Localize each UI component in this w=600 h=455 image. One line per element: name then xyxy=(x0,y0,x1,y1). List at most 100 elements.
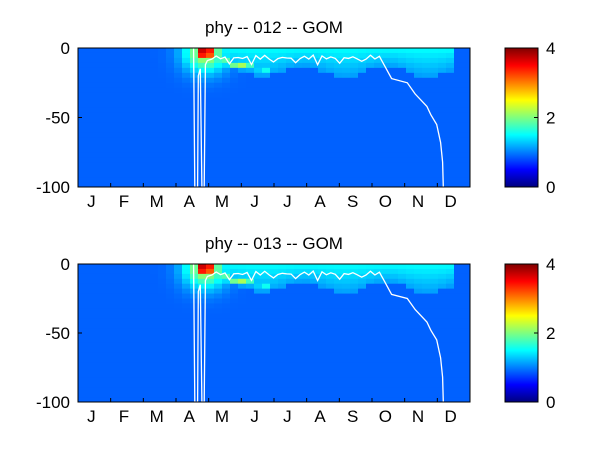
heatmap-cell xyxy=(262,122,271,129)
heatmap-cell xyxy=(310,288,319,295)
heatmap-cell xyxy=(86,152,95,158)
heatmap-cell xyxy=(230,102,239,109)
heatmap-cell xyxy=(166,92,175,99)
heatmap-cell xyxy=(454,367,463,374)
heatmap-cell xyxy=(446,323,455,329)
heatmap-cell xyxy=(262,52,271,59)
heatmap-cell xyxy=(382,167,391,173)
heatmap-cell xyxy=(414,293,423,300)
heatmap-cell xyxy=(438,127,447,133)
heatmap-cell xyxy=(302,82,311,89)
heatmap-cell xyxy=(78,177,87,183)
heatmap-cell xyxy=(382,137,391,143)
heatmap-cell xyxy=(310,308,319,314)
heatmap-cell xyxy=(358,87,367,94)
heatmap-cell xyxy=(366,313,375,319)
heatmap-cell xyxy=(214,157,223,163)
heatmap-cell xyxy=(206,157,215,163)
heatmap-cell xyxy=(406,273,415,280)
heatmap-cell xyxy=(278,177,287,183)
heatmap-cell xyxy=(286,308,295,314)
heatmap-cell xyxy=(214,147,223,153)
heatmap-cell xyxy=(366,67,375,74)
heatmap-cell xyxy=(278,333,287,339)
heatmap-cell xyxy=(182,157,191,163)
heatmap-cell xyxy=(134,87,143,94)
heatmap-cell xyxy=(310,283,319,290)
heatmap-cell xyxy=(454,288,463,295)
heatmap-cell xyxy=(78,122,87,129)
heatmap-cell xyxy=(150,127,159,133)
heatmap-cell xyxy=(110,264,119,270)
heatmap-cell xyxy=(342,328,351,334)
heatmap-cell xyxy=(206,62,215,69)
heatmap-cell xyxy=(366,264,375,270)
heatmap-cell xyxy=(406,182,415,187)
heatmap-cell xyxy=(446,337,455,344)
heatmap-cell xyxy=(142,293,151,300)
heatmap-cell xyxy=(318,152,327,158)
heatmap-cell xyxy=(102,323,111,329)
heatmap-cell xyxy=(102,352,111,359)
heatmap-cell xyxy=(174,87,183,94)
heatmap-cell xyxy=(374,82,383,89)
heatmap-cell xyxy=(270,72,279,79)
heatmap-cell xyxy=(358,278,367,285)
heatmap-cell xyxy=(422,337,431,344)
heatmap-cell xyxy=(102,273,111,280)
heatmap-cell xyxy=(382,328,391,334)
heatmap-cell xyxy=(198,313,207,319)
heatmap-cell xyxy=(398,382,407,388)
heatmap-cell xyxy=(302,264,311,270)
heatmap-cell xyxy=(294,308,303,314)
heatmap-cell xyxy=(358,48,367,54)
heatmap-cell xyxy=(302,362,311,369)
heatmap-cell xyxy=(318,67,327,74)
heatmap-cell xyxy=(102,62,111,69)
heatmap-cell xyxy=(198,347,207,354)
heatmap-cell xyxy=(358,397,367,402)
heatmap-cell xyxy=(118,387,127,393)
heatmap-cell xyxy=(238,147,247,153)
heatmap-cell xyxy=(318,157,327,163)
heatmap-cell xyxy=(318,382,327,388)
heatmap-cell xyxy=(462,357,470,364)
heatmap-cell xyxy=(390,352,399,359)
heatmap-cell xyxy=(126,323,135,329)
heatmap-cell xyxy=(302,318,311,324)
x-tick-label: M xyxy=(150,192,164,211)
heatmap-cell xyxy=(174,162,183,168)
heatmap-cell xyxy=(398,87,407,94)
heatmap-cell xyxy=(198,303,207,309)
heatmap-cell xyxy=(158,278,167,285)
heatmap-cell xyxy=(302,352,311,359)
heatmap-cell xyxy=(214,137,223,143)
heatmap-cell xyxy=(430,377,439,383)
heatmap-cell xyxy=(134,52,143,59)
heatmap-cell xyxy=(350,308,359,314)
heatmap-cell xyxy=(126,67,135,74)
heatmap-cell xyxy=(398,337,407,344)
heatmap-cell xyxy=(278,132,287,138)
heatmap-cell xyxy=(438,172,447,178)
heatmap-cell xyxy=(94,52,103,59)
heatmap-cell xyxy=(406,377,415,383)
heatmap-cell xyxy=(294,72,303,79)
heatmap-cell xyxy=(390,137,399,143)
heatmap-cell xyxy=(334,62,343,69)
heatmap-cell xyxy=(358,357,367,364)
heatmap-cell xyxy=(174,157,183,163)
heatmap-cell xyxy=(406,62,415,69)
heatmap-cell xyxy=(214,264,223,270)
heatmap-cell xyxy=(374,92,383,99)
heatmap-cell xyxy=(414,382,423,388)
heatmap-cell xyxy=(214,127,223,133)
heatmap-cell xyxy=(334,288,343,295)
heatmap-cell xyxy=(206,362,215,369)
heatmap-cell xyxy=(262,142,271,148)
heatmap-cell xyxy=(310,397,319,402)
heatmap-cell xyxy=(350,117,359,124)
heatmap-cell xyxy=(158,362,167,369)
heatmap-cell xyxy=(422,362,431,369)
